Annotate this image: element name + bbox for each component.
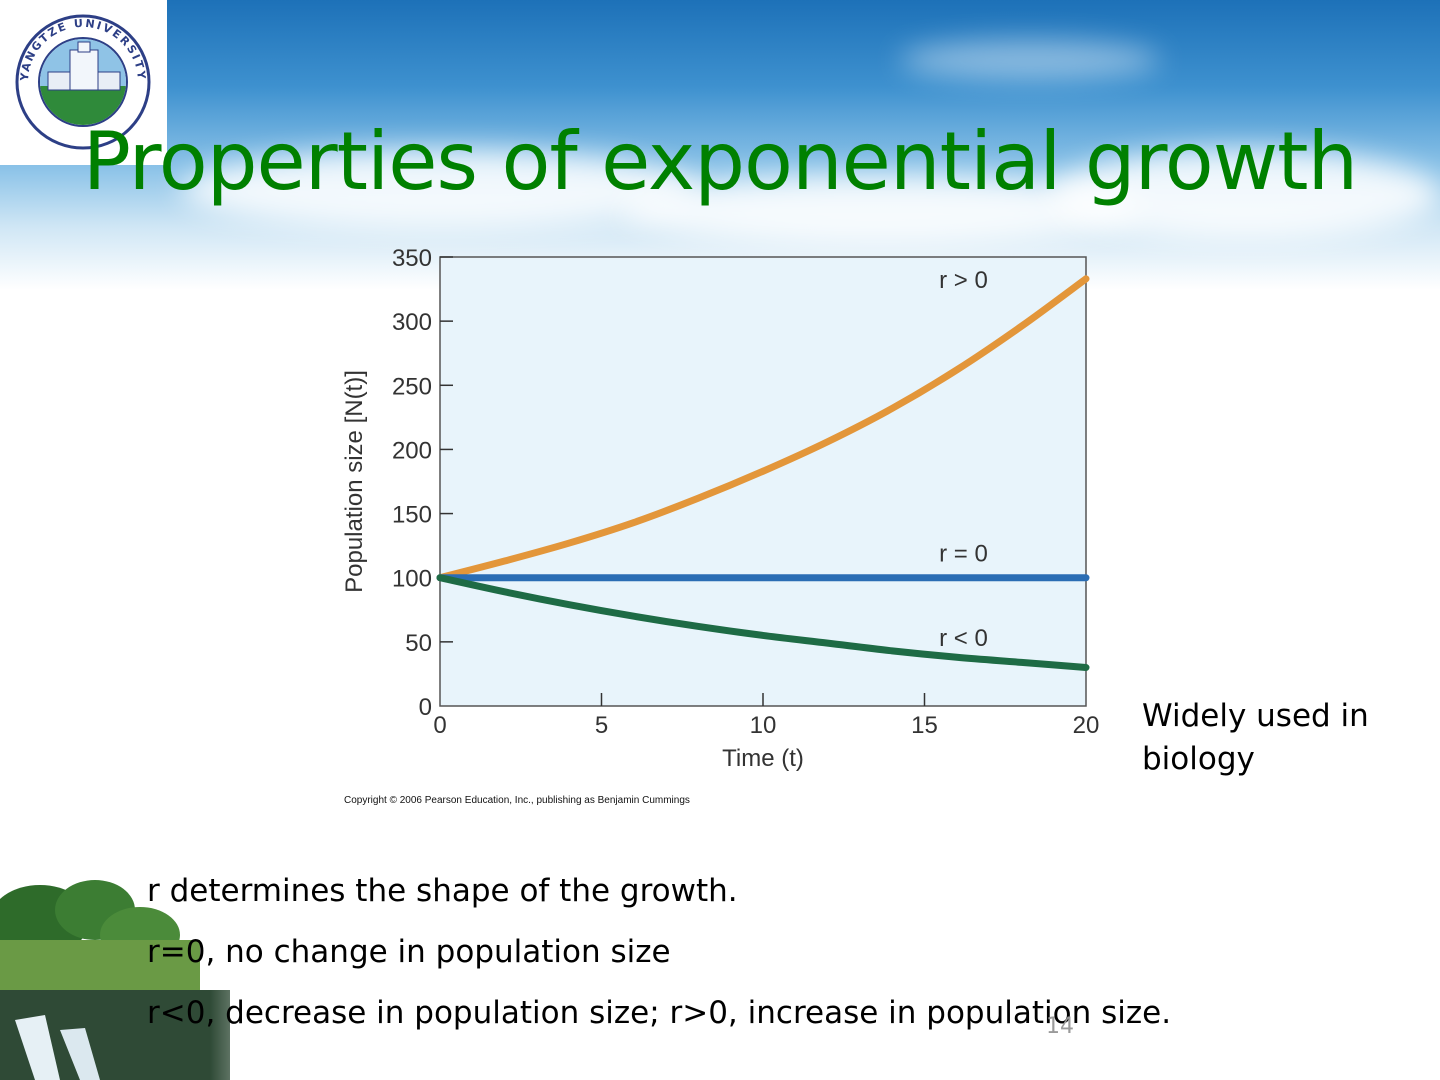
y-tick-label: 100 [392, 566, 432, 593]
y-axis-label: Population size [N(t)] [341, 370, 368, 593]
x-axis-label: Time (t) [722, 745, 804, 772]
sky-banner [0, 0, 1440, 290]
series-line [436, 574, 1090, 672]
bullet-item: r=0, no change in population size [147, 934, 671, 970]
y-tick-label: 300 [392, 309, 432, 336]
plot-area [439, 256, 1087, 707]
y-tick-label: 250 [392, 373, 432, 400]
y-tick-label: 50 [405, 630, 432, 657]
y-tick-label: 0 [419, 694, 432, 721]
copyright-note: Copyright © 2006 Pearson Education, Inc.… [344, 795, 690, 806]
landscape-image [0, 880, 300, 1080]
series-label: r > 0 [939, 267, 988, 294]
side-note: Widely used in biology [1142, 698, 1369, 777]
x-tick-label: 15 [911, 712, 938, 739]
y-tick-label: 350 [392, 245, 432, 272]
series-line [436, 275, 1090, 582]
bullet-item: r determines the shape of the growth. [147, 873, 738, 909]
y-tick-label: 150 [392, 502, 432, 529]
bullet-item: r<0, decrease in population size; r>0, i… [147, 995, 1172, 1031]
x-tick-label: 10 [750, 712, 777, 739]
cloud [900, 40, 1160, 80]
bullet-list: r determines the shape of the growth. r=… [147, 873, 1347, 1056]
cloud [1050, 150, 1440, 240]
x-tick-label: 0 [433, 712, 446, 739]
y-tick-label: 200 [392, 437, 432, 464]
slide-title: Properties of exponential growth [82, 115, 1358, 208]
series-label: r = 0 [939, 541, 988, 568]
page-number: 14 [1046, 1014, 1074, 1039]
x-tick-label: 20 [1073, 712, 1100, 739]
university-logo: YANGTZE UNIVERSITY [0, 0, 167, 165]
series-label: r < 0 [939, 625, 988, 652]
x-tick-label: 5 [595, 712, 608, 739]
cloud [180, 150, 700, 230]
